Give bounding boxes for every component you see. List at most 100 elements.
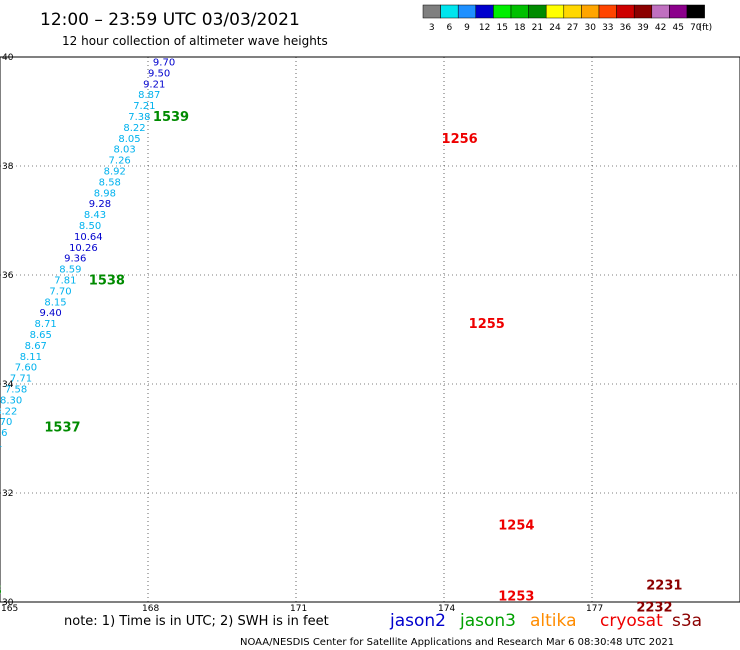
swh-value-label: 8.43	[84, 210, 106, 221]
swh-value-label: 8.21	[0, 439, 3, 450]
legend-label: 18	[514, 23, 526, 33]
plot-area: 165 168 171 174 177 30 32 34 36 38 40 9.709.509.21…	[0, 53, 740, 616]
swh-value-label: 7.26	[109, 156, 131, 167]
legend-swatch	[440, 4, 459, 19]
legend-label: 42	[655, 23, 666, 33]
y-tick-label: 38	[2, 162, 14, 172]
swh-value-label: 8.26	[0, 428, 7, 439]
swh-value-label: 8.22	[0, 406, 17, 417]
legend-swatch	[686, 4, 705, 19]
swh-value-label: 8.50	[79, 221, 101, 232]
legend-label: 6	[447, 23, 453, 33]
legend-label: 24	[549, 23, 561, 33]
legend-label: 33	[602, 23, 613, 33]
axis-ticks: 165 168 171 174 177 30 32 34 36 38 40	[1, 53, 603, 614]
legend-swatch	[633, 4, 653, 19]
satellite-name: cryosat	[600, 611, 663, 631]
pass-number-label: 1253	[498, 590, 534, 605]
swh-value-label: 9.28	[89, 199, 111, 210]
swh-value-label: 7.81	[54, 275, 76, 286]
swh-value-label: 8.11	[20, 352, 42, 363]
swh-value-label: 7.70	[49, 286, 71, 297]
swh-value-label: 9.70	[153, 57, 175, 68]
grid-lines	[0, 57, 740, 602]
legend-label: 12	[479, 23, 490, 33]
swh-value-label: 7.60	[15, 363, 37, 374]
legend-label: 3	[429, 23, 435, 33]
legend-swatch	[510, 4, 529, 19]
swh-value-label: 7.21	[133, 101, 155, 112]
x-tick-label: 165	[1, 604, 18, 614]
legend-swatch	[669, 4, 688, 19]
swh-value-label: 7.58	[5, 384, 27, 395]
footer-note: note: 1) Time is in UTC; 2) SWH is in fe…	[64, 614, 329, 629]
legend-swatch	[616, 4, 635, 19]
pass-number-label: 1254	[498, 519, 534, 534]
swh-value-label: 9.50	[148, 68, 170, 79]
footer-credit: NOAA/NESDIS Center for Satellite Applica…	[240, 637, 674, 648]
x-tick-label: 174	[438, 604, 455, 614]
swh-value-label: 7.70	[0, 417, 12, 428]
pass-labels: 1539153815371536153512561255125412532231…	[0, 110, 682, 616]
chart-title: 12:00 – 23:59 UTC 03/03/2021	[40, 10, 300, 30]
y-tick-label: 30	[2, 598, 14, 608]
pass-number-label: 1255	[469, 317, 505, 332]
y-tick-label: 40	[2, 53, 14, 63]
legend-swatch	[493, 4, 512, 19]
legend-label: 21	[532, 23, 543, 33]
x-tick-label: 171	[290, 604, 307, 614]
y-tick-label: 36	[2, 271, 14, 281]
legend-label: 27	[567, 23, 578, 33]
swh-value-label: 8.92	[104, 166, 126, 177]
swh-value-label: 8.30	[0, 395, 22, 406]
swh-value-label: 8.65	[30, 330, 52, 341]
swh-value-label: 8.58	[99, 177, 121, 188]
swh-value-label: 8.67	[25, 341, 47, 352]
swh-value-label: 8.05	[118, 134, 140, 145]
swh-value-label: 9.36	[64, 254, 86, 265]
swh-value-label: 8.59	[59, 265, 81, 276]
legend-swatch	[422, 4, 441, 19]
legend-label: 36	[620, 23, 632, 33]
swh-value-label: 10.64	[74, 232, 103, 243]
satellite-name: jason3	[459, 611, 516, 631]
legend-swatch	[563, 4, 582, 19]
pass-number-label: 1539	[153, 110, 189, 125]
swh-value-label: 8.22	[123, 123, 145, 134]
pass-number-label: 2232	[636, 600, 672, 615]
swh-value-label: 7.71	[10, 374, 32, 385]
swh-value-label: 8.15	[44, 297, 66, 308]
pass-number-label: 2231	[646, 579, 682, 594]
x-tick-label: 168	[142, 604, 159, 614]
satellite-name: s3a	[672, 611, 702, 631]
swh-value-label: 8.98	[94, 188, 116, 199]
legend-label: 45	[672, 23, 683, 33]
satellite-name: altika	[530, 611, 577, 631]
swh-value-label: 8.71	[35, 319, 57, 330]
legend-label: 30	[584, 23, 596, 33]
plot-frame	[0, 56, 740, 603]
pass-number-label: 1536	[0, 584, 2, 599]
swh-value-label: 8.87	[138, 90, 160, 101]
footer: note: 1) Time is in UTC; 2) SWH is in fe…	[64, 611, 702, 648]
pass-number-label: 1537	[44, 421, 80, 436]
chart-subtitle: 12 hour collection of altimeter wave hei…	[62, 34, 328, 48]
satellite-name: jason2	[389, 611, 446, 631]
color-scale-legend: 3 6 9 12 15 18 21 24 27 30 33 36 39 42 45 70(ft)	[422, 4, 713, 33]
data-marks: 9.709.509.218.877.217.388.228.058.037.26…	[0, 57, 175, 450]
y-tick-label: 32	[2, 489, 13, 499]
legend-swatch	[475, 4, 494, 19]
legend-label: 9	[464, 23, 470, 33]
y-tick-label: 34	[2, 380, 14, 390]
swh-value-label: 9.21	[143, 79, 165, 90]
legend-swatch	[457, 4, 477, 19]
legend-label: 39	[637, 23, 649, 33]
swh-value-label: 8.03	[113, 145, 135, 156]
swh-value-label: 9.40	[39, 308, 61, 319]
legend-unit: (ft)	[699, 23, 713, 33]
swh-value-label: 10.26	[69, 243, 98, 254]
legend-swatch	[545, 4, 565, 19]
x-tick-label: 177	[586, 604, 603, 614]
legend-label: 15	[496, 23, 507, 33]
